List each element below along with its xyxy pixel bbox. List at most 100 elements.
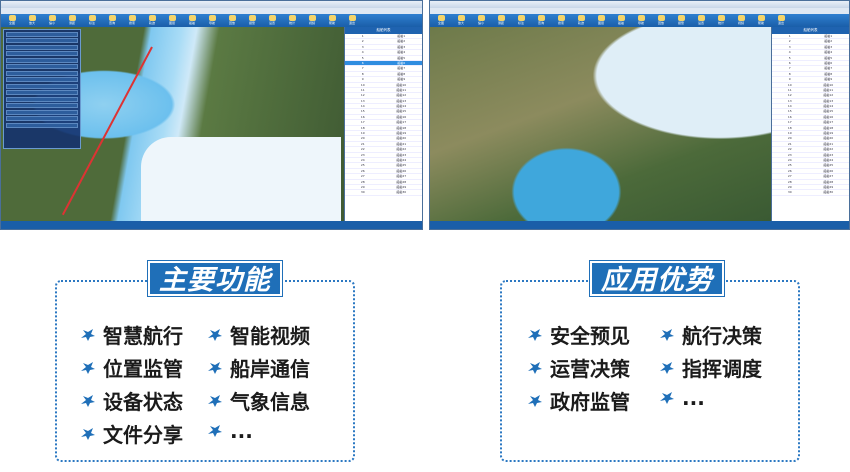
table-row[interactable]: 16 船舶16 <box>345 115 422 121</box>
table-row[interactable]: 10 船舶10 <box>345 83 422 88</box>
table-row[interactable]: 11 船舶11 <box>345 88 422 94</box>
table-row[interactable]: 7 船舶7 <box>772 66 849 72</box>
table-row[interactable]: 3 船舶3 <box>772 45 849 51</box>
table-row[interactable]: 8 船舶8 <box>772 72 849 78</box>
table-row[interactable]: 22 船舶22 <box>772 147 849 153</box>
table-row[interactable]: 6 船舶6 <box>345 60 422 67</box>
table-row[interactable]: 13 船舶13 <box>772 99 849 105</box>
toolbar-button[interactable]: 缩小 <box>474 15 488 26</box>
table-row[interactable]: 24 船舶24 <box>772 158 849 164</box>
table-row[interactable]: 9 船舶9 <box>345 77 422 83</box>
table-row[interactable]: 4 船舶4 <box>345 50 422 56</box>
table-row[interactable]: 12 船舶12 <box>345 93 422 99</box>
ship-list[interactable]: 船舶列表 1 船舶1 2 船舶2 3 船舶3 4 船舶4 5 船舶5 6 船舶6 7 船舶7 8 船舶8 9 船舶9… <box>344 27 422 221</box>
toolbar-button[interactable]: 放大 <box>25 15 39 26</box>
table-row[interactable]: 29 船舶29 <box>345 185 422 191</box>
table-row[interactable]: 28 船舶28 <box>345 180 422 185</box>
toolbar-button[interactable]: 报警 <box>245 15 259 26</box>
toolbar-button[interactable]: 报警 <box>674 15 688 26</box>
table-row[interactable]: 29 船舶29 <box>772 185 849 191</box>
toolbar-button[interactable]: 图层 <box>594 15 608 26</box>
table-row[interactable]: 27 船舶27 <box>772 174 849 180</box>
table-row[interactable]: 26 船舶26 <box>345 169 422 175</box>
toolbar-button[interactable]: 统计 <box>714 15 728 26</box>
toolbar-button[interactable]: 帮助 <box>754 15 768 26</box>
table-row[interactable]: 20 船舶20 <box>772 136 849 142</box>
table-row[interactable]: 10 船舶10 <box>772 83 849 88</box>
advantages-title: 应用优势 <box>590 261 724 296</box>
toolbar-button[interactable]: 标注 <box>85 15 99 26</box>
toolbar-button[interactable]: 缩小 <box>45 15 59 26</box>
toolbar-button[interactable]: 测距 <box>494 15 508 26</box>
table-row[interactable]: 20 船舶20 <box>345 136 422 142</box>
table-row[interactable]: 30 船舶30 <box>772 190 849 196</box>
table-row[interactable]: 25 船舶25 <box>772 163 849 169</box>
table-row[interactable]: 28 船舶28 <box>772 180 849 185</box>
table-row[interactable]: 30 船舶30 <box>345 190 422 196</box>
table-row[interactable]: 5 船舶5 <box>772 56 849 61</box>
ship-list[interactable]: 船舶列表 1 船舶1 2 船舶2 3 船舶3 4 船舶4 5 船舶5 6 船舶6 7 船舶7 8 船舶8 9 船舶9… <box>771 27 849 221</box>
toolbar-button[interactable]: 回放 <box>225 15 239 26</box>
toolbar-button[interactable]: 全图 <box>434 15 448 26</box>
toolbar-button[interactable]: 视频 <box>305 15 319 26</box>
toolbar-button[interactable]: 查询 <box>534 15 548 26</box>
table-row[interactable]: 25 船舶25 <box>345 163 422 169</box>
table-row[interactable]: 9 船舶9 <box>772 77 849 83</box>
table-row[interactable]: 5 船舶5 <box>345 56 422 61</box>
table-row[interactable]: 14 船舶14 <box>772 104 849 110</box>
table-row[interactable]: 27 船舶27 <box>345 174 422 180</box>
table-row[interactable]: 23 船舶23 <box>772 153 849 158</box>
table-row[interactable]: 1 船舶1 <box>772 34 849 40</box>
table-row[interactable]: 14 船舶14 <box>345 104 422 110</box>
table-row[interactable]: 12 船舶12 <box>772 93 849 99</box>
table-row[interactable]: 11 船舶11 <box>772 88 849 94</box>
toolbar-button[interactable]: 视频 <box>734 15 748 26</box>
table-row[interactable]: 23 船舶23 <box>345 153 422 158</box>
table-row[interactable]: 8 船舶8 <box>345 72 422 78</box>
table-row[interactable]: 18 船舶18 <box>345 126 422 132</box>
toolbar-button[interactable]: 统计 <box>285 15 299 26</box>
toolbar-button[interactable]: 导航 <box>205 15 219 26</box>
table-row[interactable]: 3 船舶3 <box>345 45 422 51</box>
table-row[interactable]: 4 船舶4 <box>772 50 849 56</box>
table-row[interactable]: 16 船舶16 <box>772 115 849 121</box>
toolbar-button[interactable]: 图层 <box>165 15 179 26</box>
table-row[interactable]: 2 船舶2 <box>345 39 422 45</box>
table-row[interactable]: 15 船舶15 <box>772 109 849 115</box>
toolbar-button[interactable]: 全图 <box>5 15 19 26</box>
toolbar-button[interactable]: 船舶 <box>185 15 199 26</box>
chart-map[interactable] <box>430 27 771 221</box>
toolbar-button[interactable]: 轨迹 <box>574 15 588 26</box>
table-row[interactable]: 18 船舶18 <box>772 126 849 132</box>
toolbar-button[interactable]: 设置 <box>694 15 708 26</box>
toolbar-button[interactable]: 退出 <box>345 15 359 26</box>
table-row[interactable]: 6 船舶6 <box>772 61 849 67</box>
table-row[interactable]: 7 船舶7 <box>345 66 422 72</box>
toolbar-button[interactable]: 回放 <box>654 15 668 26</box>
table-row[interactable]: 17 船舶17 <box>345 120 422 126</box>
toolbar-button[interactable]: 查询 <box>105 15 119 26</box>
toolbar-button[interactable]: 导航 <box>634 15 648 26</box>
table-row[interactable]: 1 船舶1 <box>345 34 422 40</box>
table-row[interactable]: 15 船舶15 <box>345 109 422 115</box>
table-row[interactable]: 2 船舶2 <box>772 39 849 45</box>
table-row[interactable]: 17 船舶17 <box>772 120 849 126</box>
table-row[interactable]: 21 船舶21 <box>772 142 849 148</box>
toolbar-button[interactable]: 标注 <box>514 15 528 26</box>
table-row[interactable]: 24 船舶24 <box>345 158 422 164</box>
table-row[interactable]: 22 船舶22 <box>345 147 422 153</box>
toolbar-button[interactable]: 设置 <box>265 15 279 26</box>
toolbar-button[interactable]: 搜索 <box>125 15 139 26</box>
toolbar-button[interactable]: 测距 <box>65 15 79 26</box>
toolbar-button[interactable]: 帮助 <box>325 15 339 26</box>
table-row[interactable]: 21 船舶21 <box>345 142 422 148</box>
table-row[interactable]: 26 船舶26 <box>772 169 849 175</box>
table-row[interactable]: 13 船舶13 <box>345 99 422 105</box>
toolbar-button[interactable]: 船舶 <box>614 15 628 26</box>
toolbar-button[interactable]: 搜索 <box>554 15 568 26</box>
toolbar-button[interactable]: 放大 <box>454 15 468 26</box>
table-row[interactable]: 19 船舶19 <box>772 131 849 137</box>
table-row[interactable]: 19 船舶19 <box>345 131 422 137</box>
toolbar-button[interactable]: 退出 <box>774 15 788 26</box>
toolbar-button[interactable]: 轨迹 <box>145 15 159 26</box>
